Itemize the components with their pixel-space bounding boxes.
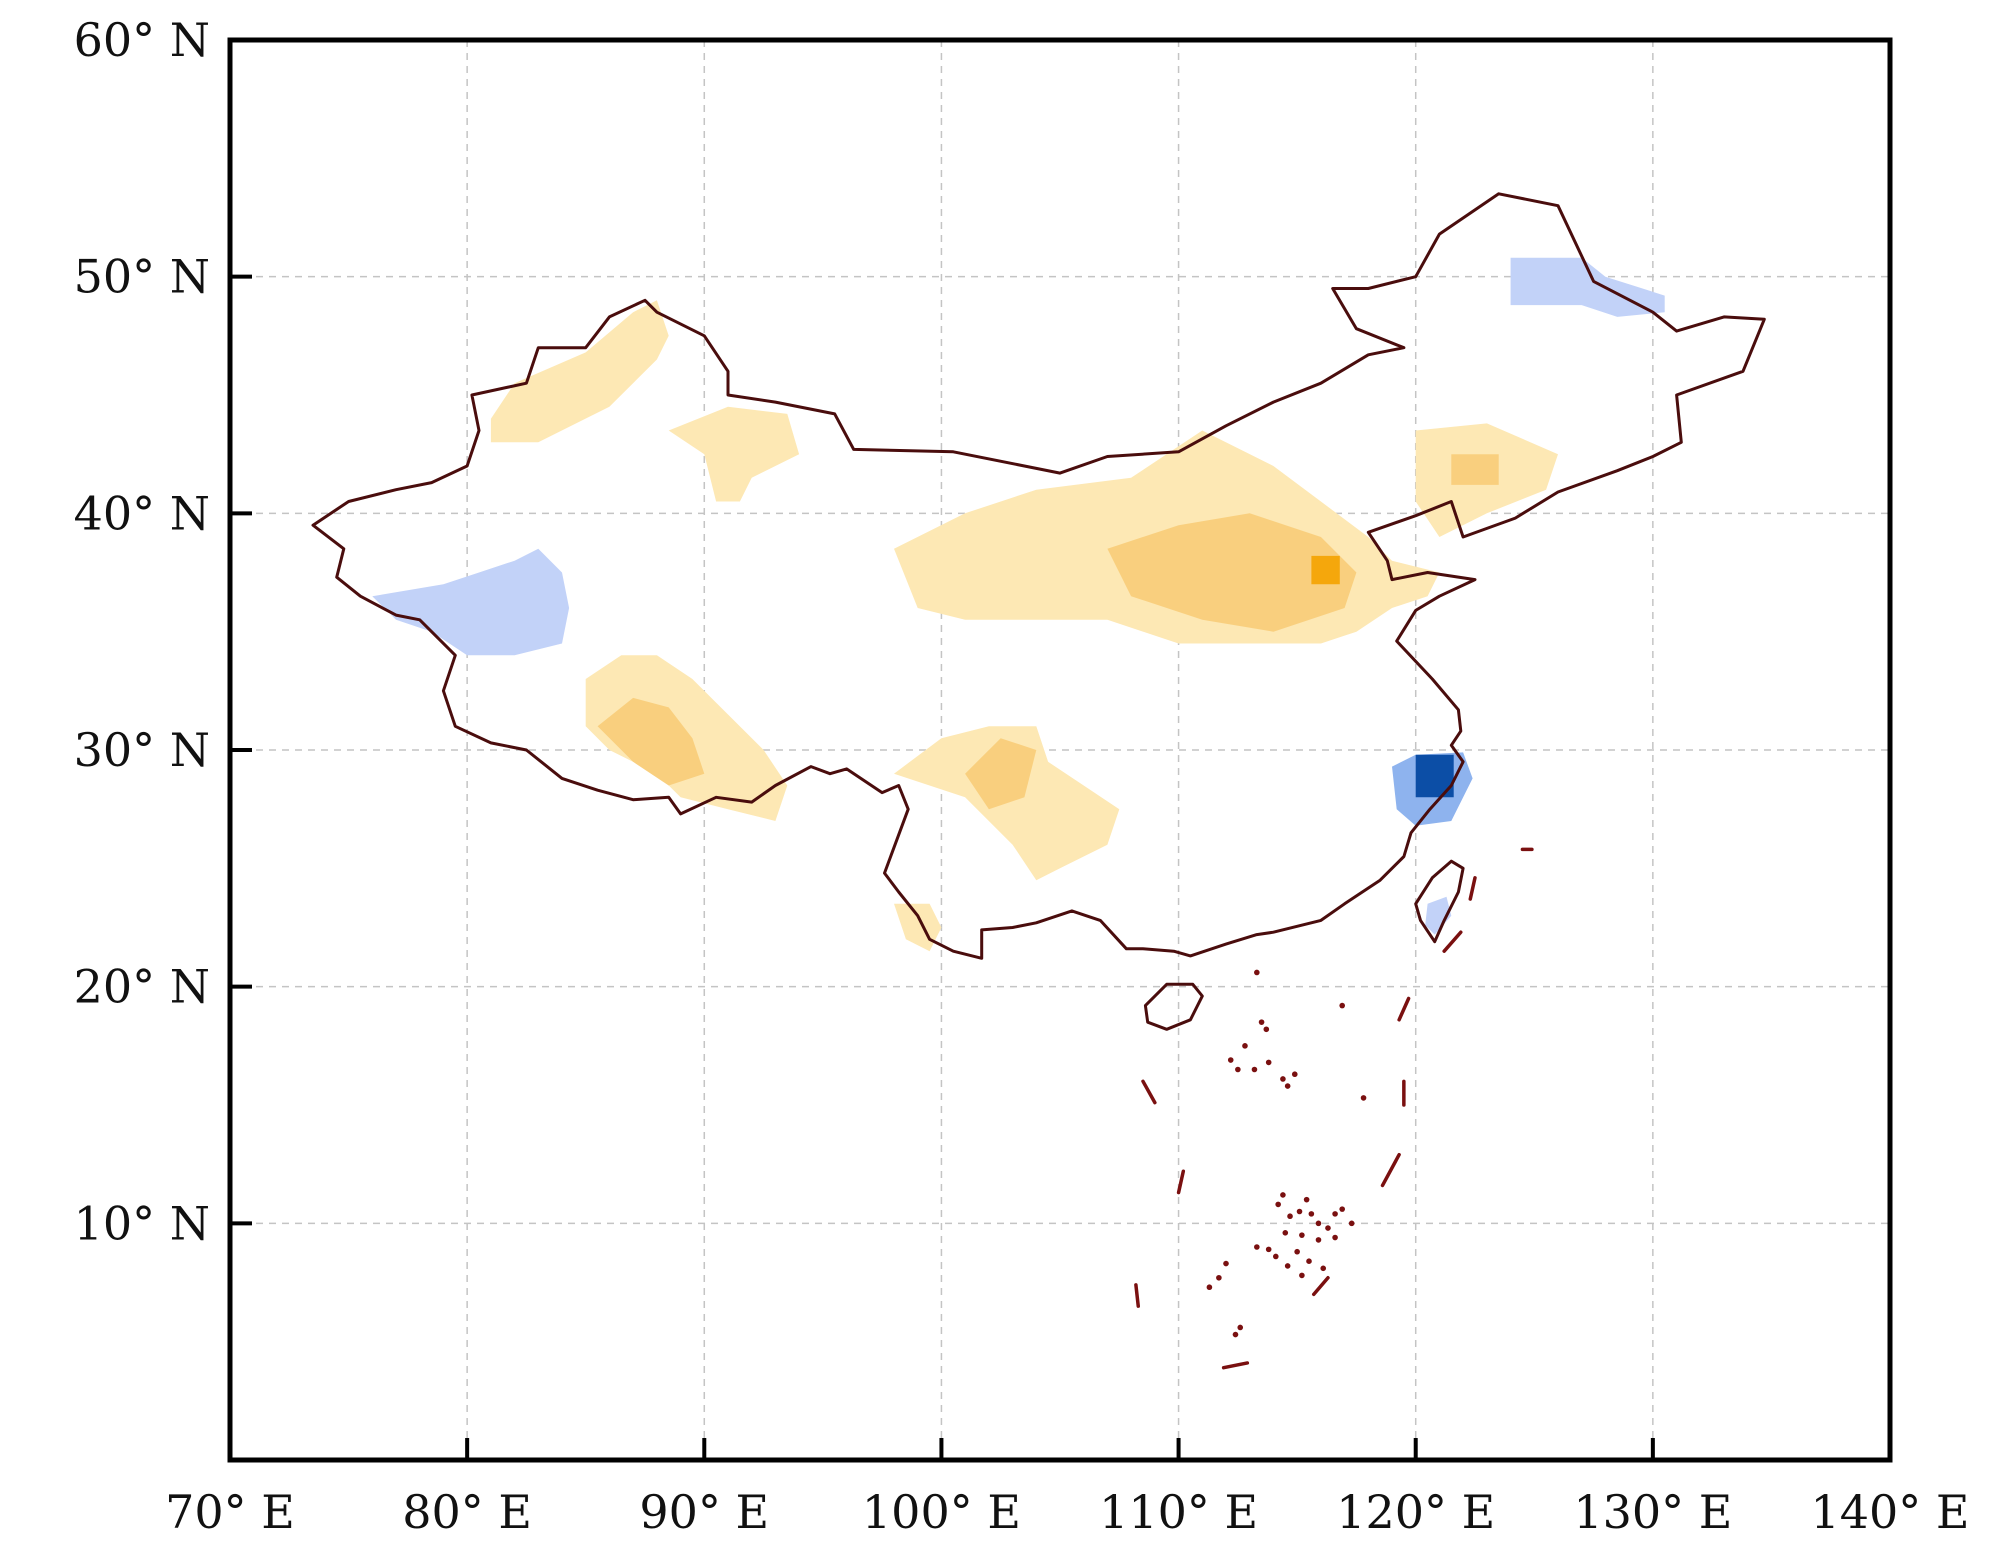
dash-line-segment — [1380, 1152, 1401, 1188]
taiwan-negative — [1425, 896, 1452, 935]
island-dot — [1287, 1213, 1293, 1220]
island-dot — [1275, 1201, 1281, 1208]
china-outline — [311, 192, 1766, 960]
y-tick-label: 20° N — [74, 960, 210, 1014]
dash-line-segment — [1311, 1276, 1330, 1297]
island-dot — [1332, 1234, 1338, 1241]
y-axis-ticks: 60° N 50° N 40° N 30° N 20° N 10° N — [74, 13, 252, 1250]
island-dot — [1325, 1225, 1331, 1231]
liaoning-core-positive — [1451, 454, 1499, 485]
heilongjiang-negative — [1510, 257, 1665, 317]
island-dot — [1263, 1026, 1270, 1033]
island-dot — [1280, 1076, 1286, 1082]
island-dot — [1291, 1071, 1298, 1078]
island-dot — [1251, 1066, 1258, 1073]
x-tick-label: 80° E — [402, 1485, 532, 1539]
island-dot — [1282, 1230, 1289, 1236]
island-dot — [1284, 1263, 1291, 1269]
island-dot — [1284, 1083, 1291, 1089]
island-dot — [1294, 1248, 1300, 1255]
island-dot — [1315, 1237, 1322, 1243]
dash-line-segment — [1134, 1283, 1141, 1308]
island-dot — [1273, 1253, 1279, 1260]
hainan-outline — [1143, 982, 1204, 1031]
island-dot — [1320, 1265, 1327, 1272]
x-tick-label: 130° E — [1573, 1485, 1732, 1539]
island-dot — [1254, 969, 1260, 976]
y-tick-label: 40° N — [74, 486, 210, 540]
island-dot — [1206, 1284, 1213, 1291]
x-tick-label: 120° E — [1336, 1485, 1495, 1539]
island-dot — [1339, 1002, 1345, 1009]
sichuan-core-positive — [965, 738, 1037, 810]
tibet-core-positive — [597, 697, 705, 786]
dash-line-segment — [1176, 1169, 1186, 1195]
island-dot — [1348, 1220, 1355, 1227]
x-tick-label: 70° E — [165, 1485, 295, 1539]
island-dot — [1265, 1246, 1272, 1253]
island-dot — [1258, 1019, 1265, 1025]
island-dot — [1303, 1196, 1310, 1203]
island-dot — [1332, 1211, 1338, 1217]
hebei-peak-positive — [1311, 555, 1340, 585]
y-tick-label: 10° N — [74, 1196, 210, 1250]
island-dot — [1299, 1272, 1305, 1279]
x-axis-ticks: 70° E 80° E 90° E 100° E 110° E 120° E 130° E 1… — [165, 1438, 1970, 1539]
island-dot — [1315, 1220, 1322, 1227]
y-tick-label: 30° N — [74, 723, 210, 777]
x-tick-label: 90° E — [639, 1485, 769, 1539]
gridlines — [230, 40, 1890, 1460]
island-dot — [1242, 1043, 1248, 1049]
dash-line-segment — [1397, 996, 1411, 1022]
island-dot — [1254, 1244, 1260, 1250]
island-dot — [1280, 1192, 1286, 1198]
island-dot — [1308, 1211, 1315, 1217]
anomaly-shading — [372, 257, 1665, 952]
island-dot — [1216, 1274, 1222, 1281]
dash-line-segment — [1442, 930, 1463, 953]
y-tick-label: 50° N — [74, 250, 210, 304]
island-dot — [1237, 1324, 1244, 1331]
island-dot — [1265, 1059, 1272, 1066]
dash-line-segment — [1468, 876, 1477, 901]
island-dot — [1360, 1095, 1367, 1101]
taiwan-outline — [1414, 859, 1465, 944]
island-dot — [1232, 1331, 1239, 1338]
island-dot — [1227, 1057, 1234, 1063]
southwest-xinjiang-negative — [372, 548, 570, 656]
y-tick-label: 60° N — [74, 13, 210, 67]
x-tick-label: 140° E — [1810, 1485, 1969, 1539]
china-boundaries — [311, 192, 1766, 1370]
island-dot — [1296, 1208, 1303, 1215]
island-dot — [1339, 1206, 1345, 1212]
loess-core-positive — [1107, 513, 1357, 632]
dash-line-segment — [1141, 1079, 1157, 1105]
island-dot — [1235, 1066, 1241, 1073]
island-dot — [1299, 1232, 1305, 1238]
zhejiang-core-negative — [1415, 754, 1454, 798]
x-tick-label: 110° E — [1099, 1485, 1258, 1539]
dash-line-segment — [1221, 1361, 1250, 1370]
x-tick-label: 100° E — [862, 1485, 1021, 1539]
tianshan-east-positive — [668, 406, 800, 502]
island-dot — [1306, 1258, 1312, 1264]
island-dot — [1223, 1260, 1229, 1267]
north-xinjiang-positive — [490, 300, 669, 443]
